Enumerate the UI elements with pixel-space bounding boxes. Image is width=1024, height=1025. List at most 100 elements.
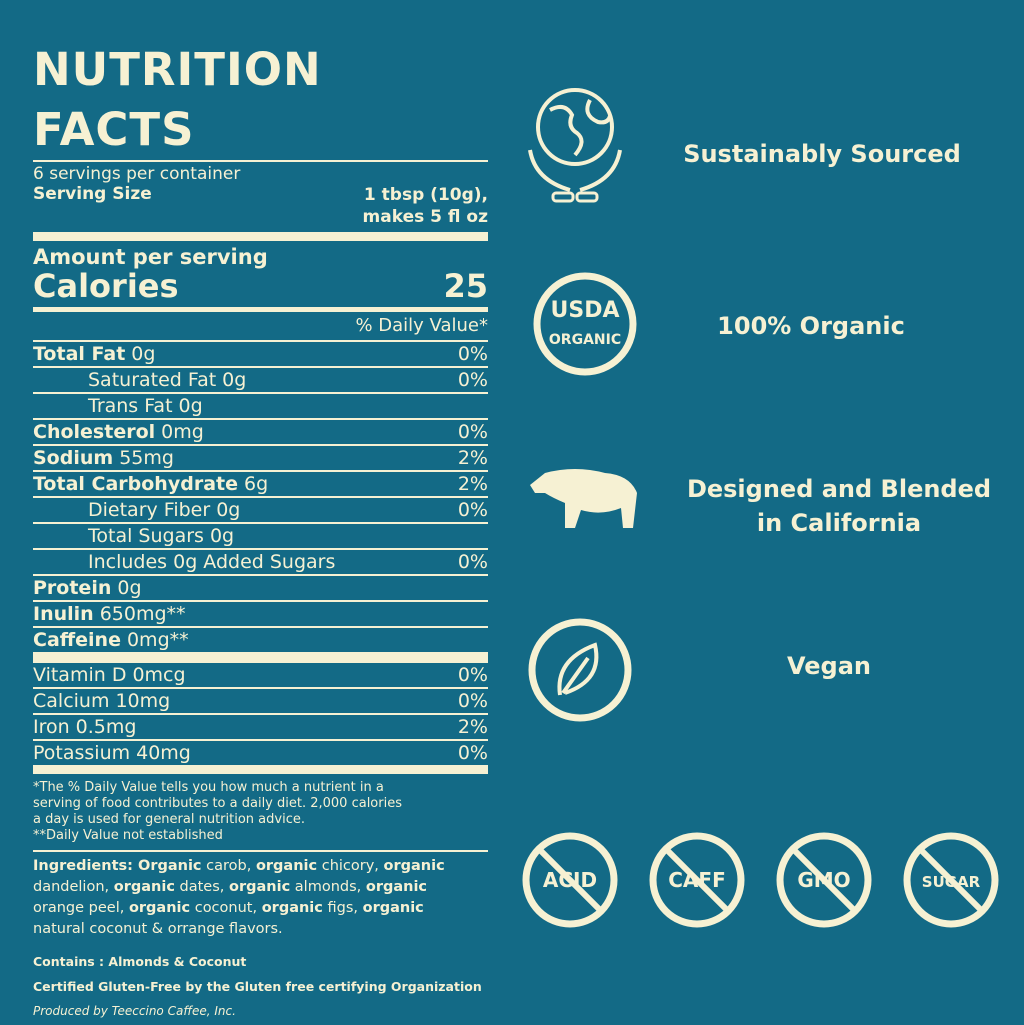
vegan-icon bbox=[528, 618, 632, 722]
badge-label: Designed and Blended in California bbox=[669, 472, 1009, 540]
serving-size-label: Serving Size bbox=[33, 184, 152, 204]
nutrient-row: Inulin 650mg** bbox=[33, 602, 488, 628]
nutrient-amount: 55mg bbox=[119, 447, 174, 469]
free-slash bbox=[790, 846, 858, 914]
nutrient-label: Protein bbox=[33, 577, 112, 599]
serving-size-value: 1 tbsp (10g), makes 5 fl oz bbox=[363, 184, 488, 232]
usda-top: USDA bbox=[551, 298, 620, 323]
vitamin-dv: 0% bbox=[457, 742, 488, 764]
vitamin-dv: 2% bbox=[457, 716, 488, 738]
ingredient-text: organic bbox=[128, 900, 191, 916]
vitamin-row: Calcium 10mg 0% bbox=[33, 689, 488, 715]
nutrient-amount: 650mg** bbox=[99, 603, 186, 625]
badge-label: 100% Organic bbox=[717, 312, 905, 340]
nutrient-dv: 0% bbox=[457, 551, 488, 573]
ingredient-text: organic bbox=[255, 858, 318, 874]
nutrient-row: Total Sugars 0g bbox=[33, 524, 488, 550]
free-ring bbox=[522, 832, 618, 928]
ingredient-text: carob, bbox=[201, 858, 256, 874]
calories-value: 25 bbox=[443, 267, 488, 305]
vitamin-dv: 0% bbox=[457, 690, 488, 712]
usda-icon: USDA ORGANIC bbox=[533, 272, 637, 376]
usda-bottom: ORGANIC bbox=[549, 332, 621, 348]
ingredient-text: figs, bbox=[322, 900, 363, 916]
nutrient-row: Saturated Fat 0g 0% bbox=[33, 368, 488, 394]
free-ring bbox=[776, 832, 872, 928]
ingredient-text: organic bbox=[229, 879, 291, 895]
nutrient-amount: 0g bbox=[222, 369, 247, 391]
nutrient-rows: Total Fat 0g 0% Saturated Fat 0g 0% Trans Fat 0… bbox=[33, 342, 488, 654]
nutrient-label: Total Fat bbox=[33, 343, 126, 365]
title: NUTRITION FACTS bbox=[33, 43, 322, 156]
rule bbox=[33, 307, 488, 312]
produced: Produced by Teeccino Caffee, Inc. bbox=[33, 1004, 236, 1018]
nutrient-amount: 0g bbox=[131, 343, 156, 365]
serving-line: makes 5 fl oz bbox=[362, 207, 488, 227]
bear-icon bbox=[530, 469, 637, 528]
nutrient-dv: 0% bbox=[457, 343, 488, 365]
nutrient-row: Includes 0g Added Sugars 0% bbox=[33, 550, 488, 576]
badge-line: in California bbox=[756, 509, 922, 537]
ingredient-text: orange peel, bbox=[33, 900, 129, 916]
nutrient-dv: 0% bbox=[457, 499, 488, 521]
nutrient-amount: 6g bbox=[243, 473, 269, 495]
nutrient-label: Dietary Fiber bbox=[88, 499, 211, 521]
ingredient-text: dates, bbox=[174, 879, 229, 895]
free-ring bbox=[903, 832, 999, 928]
vitamin-label: Potassium bbox=[33, 742, 131, 764]
rule bbox=[33, 654, 488, 663]
ingredients: Ingredients: Organic carob, organic chic… bbox=[33, 856, 478, 940]
nutrient-row: Total Carbohydrate 6g 2% bbox=[33, 472, 488, 498]
calories-label: Calories bbox=[33, 267, 179, 305]
ingredient-text: Ingredients: Organic bbox=[33, 858, 202, 874]
nutrient-row: Trans Fat 0g bbox=[33, 394, 488, 420]
vitamin-amount: 0.5mg bbox=[75, 716, 137, 738]
vitamin-label: Calcium bbox=[33, 690, 110, 712]
nutrient-label: Sodium bbox=[33, 447, 114, 469]
nutrient-amount: 0g bbox=[117, 577, 142, 599]
nutrient-label: Total Carbohydrate bbox=[33, 473, 238, 495]
badge-line: Designed and Blended bbox=[686, 475, 992, 503]
dv-header: % Daily Value* bbox=[33, 312, 488, 342]
nutrient-dv: 0% bbox=[457, 421, 488, 443]
rule bbox=[33, 232, 488, 241]
vitamin-amount: 10mg bbox=[115, 690, 171, 712]
nutrient-label: Cholesterol bbox=[33, 421, 156, 443]
free-slash bbox=[663, 846, 731, 914]
nutrient-label: Inulin bbox=[33, 603, 94, 625]
nutrient-row: Caffeine 0mg** bbox=[33, 628, 488, 654]
nutrition-panel: NUTRITION FACTS 6 servings per container… bbox=[33, 40, 488, 1018]
nutrient-row: Sodium 55mg 2% bbox=[33, 446, 488, 472]
vitamin-rows: Vitamin D 0mcg 0% Calcium 10mg 0% Iron 0.5mg 2% P… bbox=[33, 663, 488, 767]
ingredient-text: organic bbox=[383, 858, 445, 874]
ingredient-text: chicory, bbox=[317, 858, 384, 874]
ingredient-text: coconut, bbox=[190, 900, 262, 916]
ingredient-text: organic bbox=[261, 900, 323, 916]
footnote-line: *The % Daily Value tells you how much a … bbox=[33, 780, 384, 795]
amount-per-serving: Amount per serving bbox=[33, 245, 268, 269]
nutrient-amount: 0mg** bbox=[126, 629, 189, 651]
servings: 6 servings per container bbox=[33, 164, 241, 184]
serving-size: Serving Size 1 tbsp (10g), makes 5 fl oz bbox=[33, 184, 488, 232]
serving-line: 1 tbsp (10g), bbox=[363, 185, 488, 205]
free-slash bbox=[536, 846, 604, 914]
nutrient-dv: 0% bbox=[457, 369, 488, 391]
vitamin-amount: 40mg bbox=[136, 742, 191, 764]
vitamin-label: Vitamin D bbox=[33, 664, 127, 686]
nutrient-row: Protein 0g bbox=[33, 576, 488, 602]
footnote-line: a day is used for general nutrition advi… bbox=[33, 812, 305, 827]
rule bbox=[33, 765, 488, 774]
vitamin-amount: 0mcg bbox=[132, 664, 186, 686]
nutrient-row: Cholesterol 0mg 0% bbox=[33, 420, 488, 446]
badge-label: Sustainably Sourced bbox=[683, 140, 961, 168]
footnote-line: **Daily Value not established bbox=[33, 828, 223, 843]
vitamin-label: Iron bbox=[33, 716, 70, 738]
footnote-line: serving of food contributes to a daily d… bbox=[33, 796, 402, 811]
nutrient-label: Trans Fat bbox=[88, 395, 173, 417]
rule bbox=[33, 850, 488, 852]
ingredient-text: almonds, bbox=[290, 879, 366, 895]
nutrient-label: Total Sugars bbox=[88, 525, 204, 547]
globe-icon bbox=[528, 88, 622, 203]
vitamin-row: Iron 0.5mg 2% bbox=[33, 715, 488, 741]
